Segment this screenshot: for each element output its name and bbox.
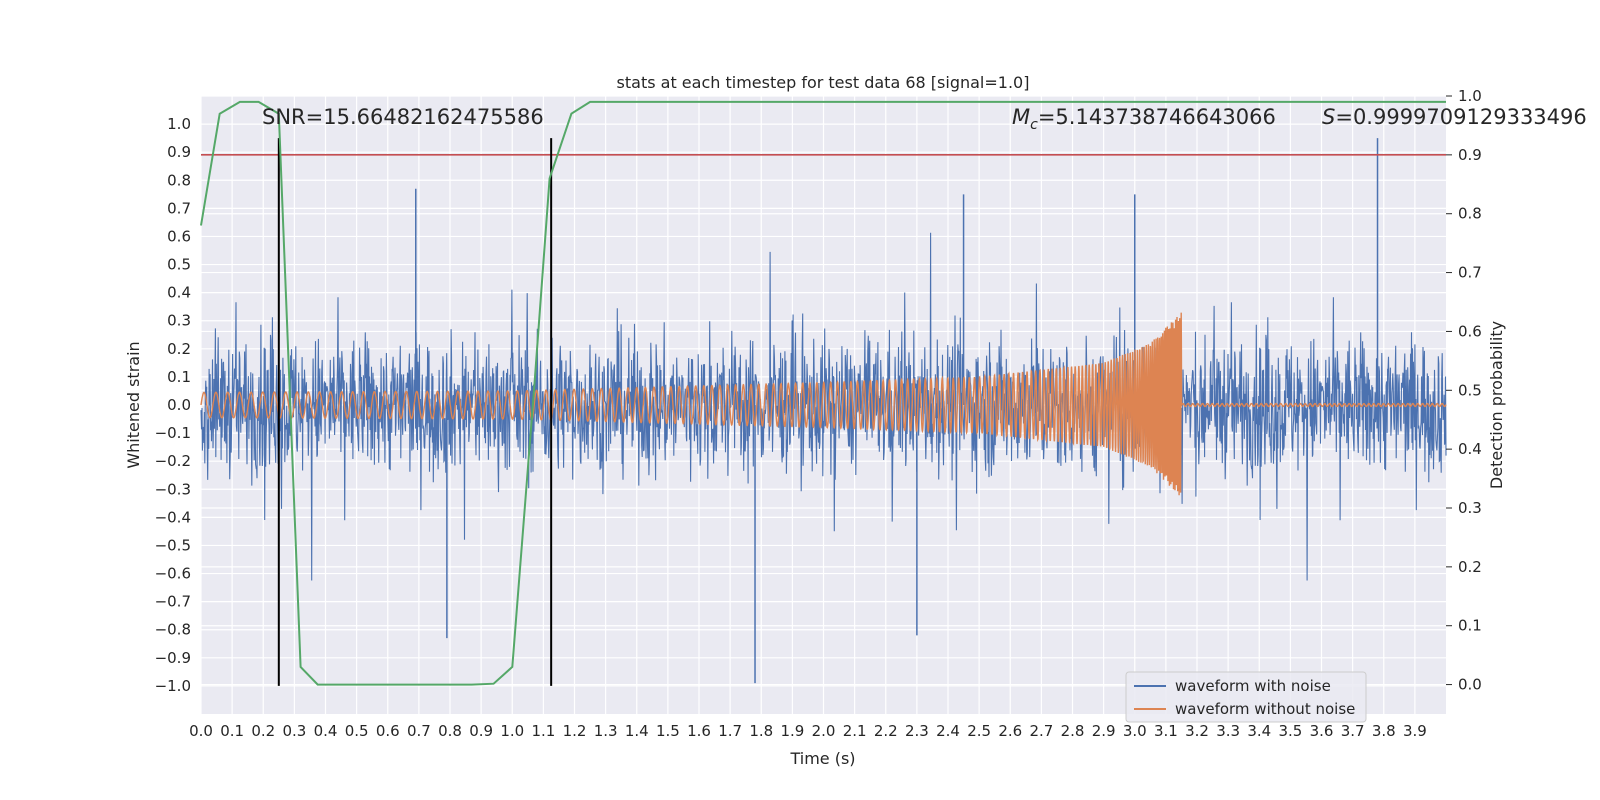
x-tick-label: 1.1 xyxy=(531,722,555,740)
x-tick-label: 2.8 xyxy=(1061,722,1085,740)
series-waveform-without-noise xyxy=(200,312,1447,496)
y-tick-label: −0.9 xyxy=(155,649,191,667)
y-tick-label: −0.4 xyxy=(155,508,191,526)
x-tick-label: 3.8 xyxy=(1372,722,1396,740)
y-right-tick-label: 0.2 xyxy=(1458,558,1482,576)
x-tick-label: 3.4 xyxy=(1247,722,1271,740)
y-right-tick-label: 0.9 xyxy=(1458,146,1482,164)
legend-label-noisy: waveform with noise xyxy=(1175,677,1331,695)
x-tick-label: 2.6 xyxy=(998,722,1022,740)
x-tick-label: 3.1 xyxy=(1154,722,1178,740)
x-tick-label: 3.3 xyxy=(1216,722,1240,740)
y-tick-label: 0.8 xyxy=(167,171,191,189)
x-tick-label: 1.2 xyxy=(563,722,587,740)
x-tick-label: 0.2 xyxy=(251,722,275,740)
y-tick-label: 0.7 xyxy=(167,199,191,217)
y-tick-label: 1.0 xyxy=(167,115,191,133)
x-tick-label: 1.7 xyxy=(718,722,742,740)
x-tick-label: 1.8 xyxy=(749,722,773,740)
x-tick-label: 1.9 xyxy=(780,722,804,740)
chirp-mass-value: =5.143738746643066 xyxy=(1038,105,1276,129)
significance-value: =0.9999709129333496 xyxy=(1335,105,1586,129)
y-right-tick-label: 0.5 xyxy=(1458,381,1482,399)
y-tick-label: 0.6 xyxy=(167,227,191,245)
y-right-tick-label: 0.1 xyxy=(1458,617,1482,635)
x-tick-label: 2.4 xyxy=(936,722,960,740)
x-tick-label: 2.0 xyxy=(812,722,836,740)
y-right-tick-label: 0.7 xyxy=(1458,264,1482,282)
chirp-mass-subscript: c xyxy=(1030,117,1038,133)
x-tick-label: 3.7 xyxy=(1341,722,1365,740)
y-tick-label: −0.1 xyxy=(155,424,191,442)
legend-box xyxy=(1125,671,1367,723)
chirp-mass-annotation: Mc=5.143738746643066 xyxy=(1012,105,1276,133)
x-tick-label: 1.5 xyxy=(656,722,680,740)
x-tick-label: 1.4 xyxy=(625,722,649,740)
y-right-tick-label: 0.0 xyxy=(1458,676,1482,694)
y-tick-label: 0.4 xyxy=(167,284,191,302)
noisy-trace xyxy=(200,232,1447,581)
y-tick-label: 0.1 xyxy=(167,368,191,386)
y-axis-label: Whitened strain xyxy=(124,341,143,468)
x-tick-label: 1.0 xyxy=(500,722,524,740)
y-tick-label: −0.7 xyxy=(155,593,191,611)
y-tick-label: −0.6 xyxy=(155,565,191,583)
x-axis: 0.0 0.1 0.2 0.3 0.4 0.5 0.6 0.7 0.8 0.9 1.0 1.1 1.2 1… xyxy=(189,722,1427,740)
x-tick-label: 0.5 xyxy=(345,722,369,740)
x-tick-label: 0.8 xyxy=(438,722,462,740)
significance-annotation: S=0.9999709129333496 xyxy=(1322,105,1587,129)
y-right-tick-label: 0.4 xyxy=(1458,440,1482,458)
x-tick-label: 3.6 xyxy=(1310,722,1334,740)
y-tick-label: 0.5 xyxy=(167,256,191,274)
y-tick-label: −0.8 xyxy=(155,621,191,639)
x-tick-label: 3.9 xyxy=(1403,722,1427,740)
x-tick-label: 0.0 xyxy=(189,722,213,740)
y-tick-label: 0.9 xyxy=(167,143,191,161)
series-waveform-with-noise xyxy=(200,138,1447,684)
clean-trace xyxy=(200,312,1447,496)
overlay-lines xyxy=(200,100,1446,686)
y-right-tick-label: 0.8 xyxy=(1458,205,1482,223)
y-axis-right: 1.0 0.9 0.8 0.7 0.6 0.5 0.4 0.3 0.2 0.1 0.0 xyxy=(1446,87,1482,694)
y-tick-label: 0.3 xyxy=(167,312,191,330)
x-tick-label: 2.7 xyxy=(1029,722,1053,740)
y-right-tick-label: 0.6 xyxy=(1458,322,1482,340)
x-tick-label: 3.2 xyxy=(1185,722,1209,740)
legend-label-clean: waveform without noise xyxy=(1175,700,1355,718)
chirp-mass-symbol: M xyxy=(1012,105,1030,129)
x-tick-label: 3.0 xyxy=(1123,722,1147,740)
x-tick-label: 1.6 xyxy=(687,722,711,740)
chart-title: stats at each timestep for test data 68 … xyxy=(617,73,1030,92)
snr-annotation: SNR=15.66482162475586 xyxy=(262,105,544,129)
x-tick-label: 0.1 xyxy=(220,722,244,740)
x-tick-label: 0.3 xyxy=(282,722,306,740)
x-tick-label: 2.2 xyxy=(874,722,898,740)
y-tick-label: −0.2 xyxy=(155,452,191,470)
x-tick-label: 2.9 xyxy=(1092,722,1116,740)
legend: waveform with noise waveform without noi… xyxy=(1125,671,1367,723)
y-axis-left: 1.0 0.9 0.8 0.7 0.6 0.5 0.4 0.3 0.2 0.1 0.0 −0.1 −0.… xyxy=(155,115,191,695)
x-tick-label: 0.7 xyxy=(407,722,431,740)
y-right-tick-label: 0.3 xyxy=(1458,499,1482,517)
x-tick-label: 2.3 xyxy=(905,722,929,740)
x-tick-label: 0.4 xyxy=(314,722,338,740)
x-tick-label: 1.3 xyxy=(594,722,618,740)
x-axis-label: Time (s) xyxy=(789,749,855,768)
x-tick-label: 0.9 xyxy=(469,722,493,740)
y-tick-label: −0.3 xyxy=(155,480,191,498)
x-tick-label: 0.6 xyxy=(376,722,400,740)
y-tick-label: 0.2 xyxy=(167,340,191,358)
x-tick-label: 3.5 xyxy=(1278,722,1302,740)
y-tick-label: −1.0 xyxy=(155,677,191,695)
x-tick-label: 2.5 xyxy=(967,722,991,740)
y-right-tick-label: 1.0 xyxy=(1458,87,1482,105)
y-axis-right-label: Detection probability xyxy=(1487,321,1506,489)
significance-symbol: S xyxy=(1322,105,1335,129)
x-tick-label: 2.1 xyxy=(843,722,867,740)
y-tick-label: −0.5 xyxy=(155,536,191,554)
detection-probability-line xyxy=(200,100,1446,686)
y-tick-label: 0.0 xyxy=(167,396,191,414)
